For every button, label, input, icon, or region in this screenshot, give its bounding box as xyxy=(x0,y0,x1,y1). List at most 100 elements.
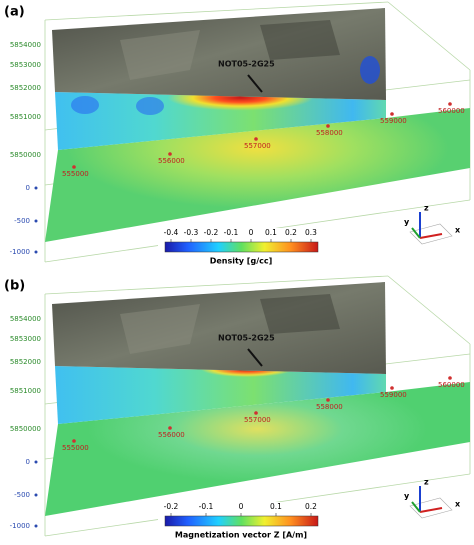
anomaly-top xyxy=(360,56,380,84)
triad-x xyxy=(419,233,443,239)
triad-label: z xyxy=(424,478,429,487)
colorbar-tick-label: -0.2 xyxy=(164,502,179,511)
colorbar-ramp xyxy=(164,515,319,527)
northing-label: 5854000 xyxy=(10,41,41,49)
colorbar-title: Magnetization vector Z [A/m] xyxy=(175,531,307,540)
easting-label: 555000 xyxy=(62,170,89,178)
well-label: NOT05-2G25 xyxy=(218,60,275,69)
depth-label: -500 xyxy=(14,491,30,499)
colorbar-tick-label: 0 xyxy=(249,228,254,237)
panel: NOT05-2G25 (b) 5854000 5853000 5852000 585100… xyxy=(4,275,471,542)
depth-label: -1000 xyxy=(10,522,30,530)
northing-label: 5852000 xyxy=(10,358,41,366)
colorbar-tick-label: -0.1 xyxy=(199,502,214,511)
colorbar-tick-label: -0.1 xyxy=(224,228,239,237)
axis-triad: z y x xyxy=(404,204,461,245)
easting-dot xyxy=(326,124,330,128)
horizontal-slice xyxy=(45,108,470,242)
box-edge xyxy=(387,275,471,345)
easting-dot xyxy=(326,398,330,402)
northing-label: 5853000 xyxy=(10,61,41,69)
colorbar: -0.4 -0.3 -0.2 -0.1 0 0.1 0.2 0.3 Density [g/cc] xyxy=(158,228,323,268)
easting-dot xyxy=(390,112,394,116)
easting-label: 558000 xyxy=(316,403,343,411)
box-edge xyxy=(44,1,389,21)
colorbar-tick-label: 0.2 xyxy=(305,502,317,511)
easting-label: 556000 xyxy=(158,431,185,439)
low-anomaly xyxy=(71,96,99,114)
triad-label: y xyxy=(404,218,410,227)
depth-dot xyxy=(34,460,38,464)
depth-dot xyxy=(34,250,38,254)
colorbar-tick-label: 0.1 xyxy=(265,228,277,237)
easting-label: 560000 xyxy=(438,381,465,389)
triad-x xyxy=(419,507,443,513)
easting-label: 558000 xyxy=(316,129,343,137)
colorbar-tick-label: 0 xyxy=(239,502,244,511)
low-anomaly xyxy=(136,97,164,115)
easting-label: 559000 xyxy=(380,391,407,399)
easting-dot xyxy=(448,376,452,380)
colorbar-tick-label: 0.1 xyxy=(270,502,282,511)
depth-dot xyxy=(34,493,38,497)
triad-y xyxy=(411,501,421,513)
easting-label: 557000 xyxy=(244,416,271,424)
colorbar-tick-label: 0.2 xyxy=(285,228,297,237)
northing-label: 5850000 xyxy=(10,151,41,159)
easting-dot xyxy=(72,439,76,443)
sat-texture xyxy=(260,294,340,334)
colorbar: -0.2 -0.1 0 0.1 0.2 Magnetization vector Z [A… xyxy=(158,502,323,542)
triad-y xyxy=(411,227,421,239)
triad-grid xyxy=(409,497,453,519)
easting-label: 556000 xyxy=(158,157,185,165)
triad-label: x xyxy=(455,500,461,509)
colorbar-tick-label: -0.2 xyxy=(204,228,219,237)
depth-label: -500 xyxy=(14,217,30,225)
box-edge xyxy=(44,275,389,295)
northing-label: 5854000 xyxy=(10,315,41,323)
axis-triad: z y x xyxy=(404,478,461,519)
anomaly xyxy=(55,366,386,424)
depth-dot xyxy=(34,219,38,223)
panel-label: (b) xyxy=(4,279,25,294)
depth-dot xyxy=(34,186,38,190)
well-label: NOT05-2G25 xyxy=(218,334,275,343)
easting-dot xyxy=(448,102,452,106)
panel: NOT05-2G25 (a) 5854000 5853000 5852000 585100… xyxy=(4,1,471,268)
northing-label: 5851000 xyxy=(10,387,41,395)
panel-label: (a) xyxy=(4,5,25,20)
colorbar-title: Density [g/cc] xyxy=(210,257,273,266)
easting-dot xyxy=(168,426,172,430)
triad-label: z xyxy=(424,204,429,213)
northing-label: 5852000 xyxy=(10,84,41,92)
well-trace xyxy=(247,348,263,367)
colorbar-tick-label: -0.4 xyxy=(164,228,179,237)
easting-label: 557000 xyxy=(244,142,271,150)
colorbar-tick-label: 0.3 xyxy=(305,228,317,237)
easting-dot xyxy=(254,137,258,141)
easting-dot xyxy=(254,411,258,415)
depth-label: 0 xyxy=(26,184,30,192)
easting-dot xyxy=(390,386,394,390)
depth-label: -1000 xyxy=(10,248,30,256)
northing-label: 5851000 xyxy=(10,113,41,121)
northing-label: 5853000 xyxy=(10,335,41,343)
easting-label: 560000 xyxy=(438,107,465,115)
easting-dot xyxy=(72,165,76,169)
box-edge xyxy=(387,1,471,71)
depth-dot xyxy=(34,524,38,528)
easting-dot xyxy=(168,152,172,156)
well-trace xyxy=(247,74,263,93)
depth-label: 0 xyxy=(26,458,30,466)
horizontal-slice xyxy=(45,382,470,516)
sat-texture xyxy=(260,20,340,60)
sat-texture xyxy=(120,304,200,354)
colorbar-ramp xyxy=(164,241,319,253)
triad-label: x xyxy=(455,226,461,235)
easting-label: 559000 xyxy=(380,117,407,125)
sat-texture xyxy=(120,30,200,80)
triad-label: y xyxy=(404,492,410,501)
easting-label: 555000 xyxy=(62,444,89,452)
northing-label: 5850000 xyxy=(10,425,41,433)
